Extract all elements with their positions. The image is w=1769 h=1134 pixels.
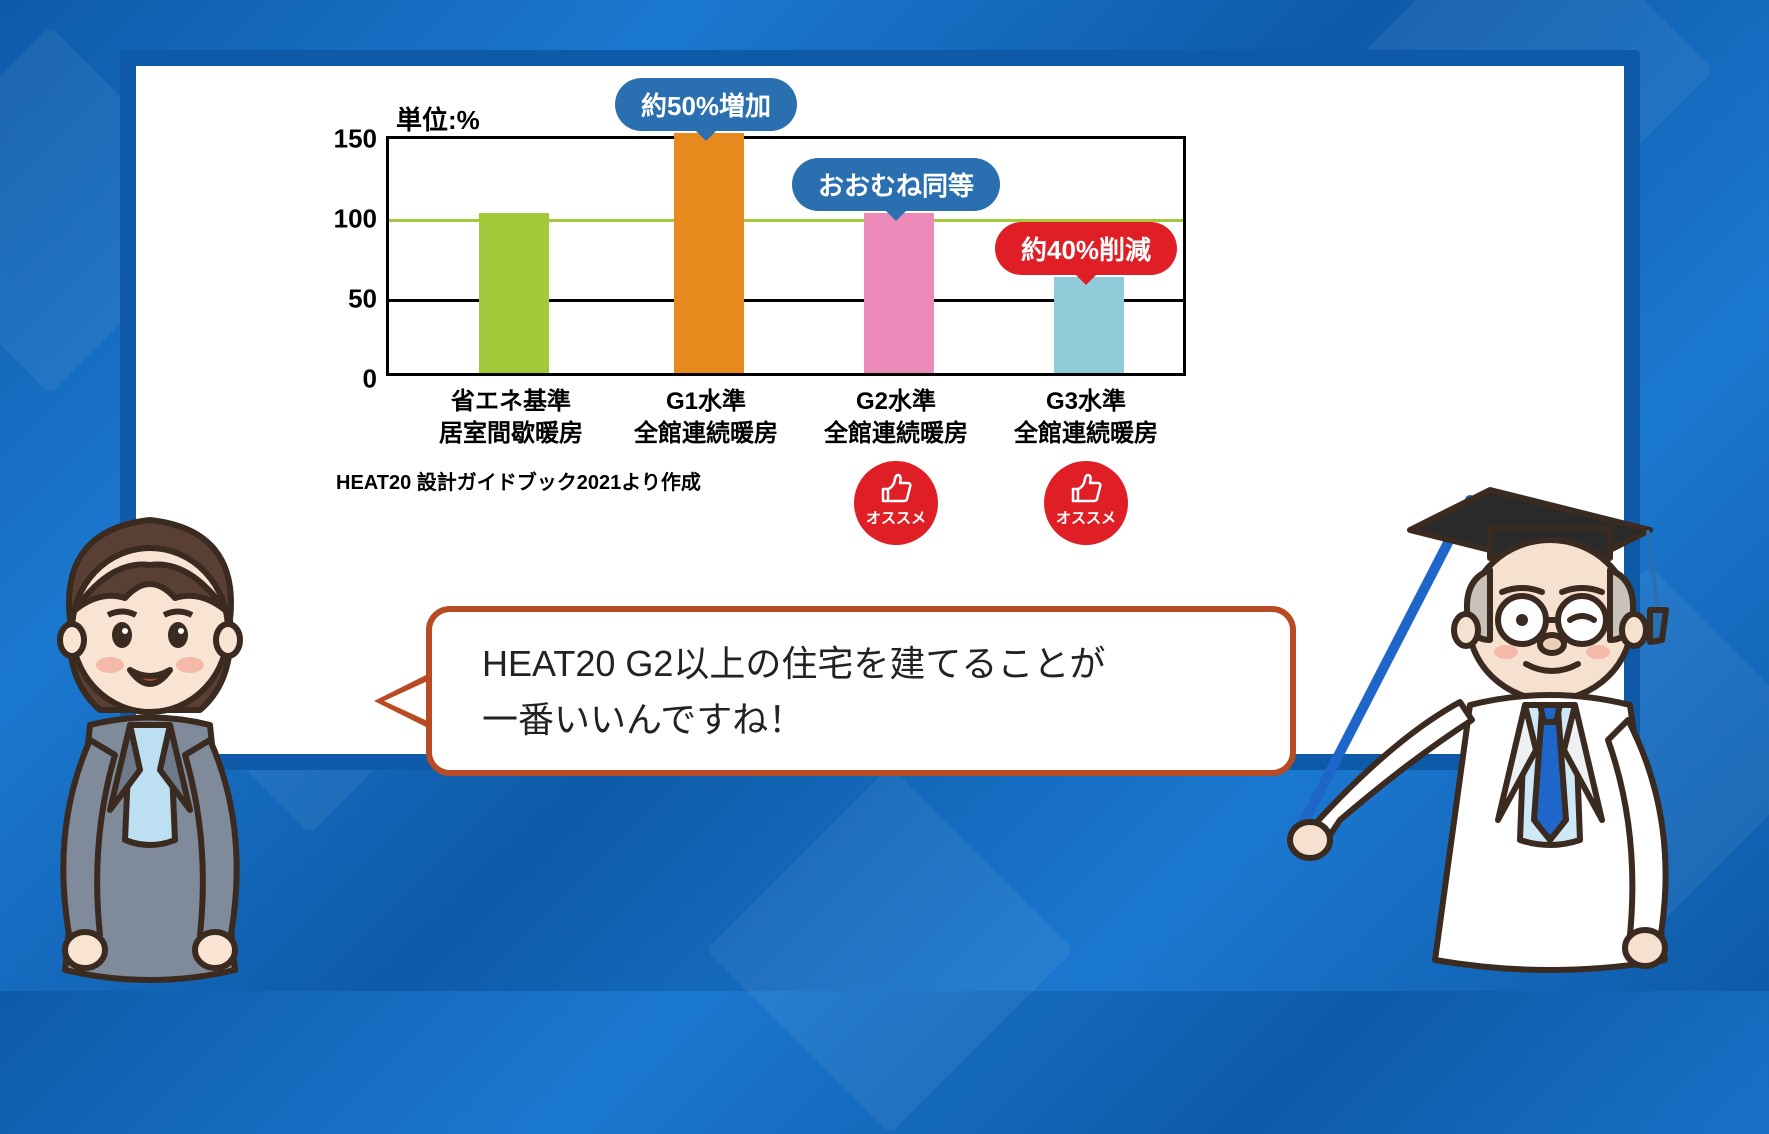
character-professor	[1210, 420, 1769, 1000]
x-category-0-line1: 省エネ基準	[411, 386, 611, 418]
recommend-label-0: オススメ	[854, 507, 938, 528]
ytick-150: 150	[309, 124, 389, 155]
speech-line-2: 一番いいんですね！	[482, 692, 1240, 748]
chart-source: HEAT20 設計ガイドブック2021より作成	[336, 466, 701, 495]
ytick-0: 0	[309, 364, 389, 395]
x-category-2: G2水準全館連続暖房	[796, 386, 996, 451]
x-category-3-line2: 全館連続暖房	[986, 418, 1186, 450]
thumbs-up-icon	[876, 469, 916, 509]
x-category-2-line2: 全館連続暖房	[796, 418, 996, 450]
x-category-1: G1水準全館連続暖房	[606, 386, 806, 451]
ytick-50: 50	[309, 284, 389, 315]
thumbs-up-icon	[1066, 469, 1106, 509]
x-category-0-line2: 居室間歇暖房	[411, 418, 611, 450]
x-category-3: G3水準全館連続暖房	[986, 386, 1186, 451]
y-unit-label: 単位:%	[396, 100, 480, 137]
speech-tail	[374, 671, 434, 731]
x-category-2-line1: G2水準	[796, 386, 996, 418]
bar-2	[864, 213, 934, 373]
character-woman	[0, 470, 300, 1010]
speech-bubble: HEAT20 G2以上の住宅を建てることが 一番いいんですね！	[426, 606, 1296, 776]
recommend-badge-1: オススメ	[1044, 461, 1128, 545]
bar-0	[479, 213, 549, 373]
ytick-100: 100	[309, 204, 389, 235]
callout-0: 約50%増加	[615, 78, 797, 131]
callout-2: 約40%削減	[995, 222, 1177, 275]
x-category-1-line2: 全館連続暖房	[606, 418, 806, 450]
x-category-3-line1: G3水準	[986, 386, 1186, 418]
recommend-badge-0: オススメ	[854, 461, 938, 545]
recommend-label-1: オススメ	[1044, 507, 1128, 528]
callout-1: おおむね同等	[792, 158, 1000, 211]
bar-1	[674, 133, 744, 373]
x-category-0: 省エネ基準居室間歇暖房	[411, 386, 611, 451]
speech-line-1: HEAT20 G2以上の住宅を建てることが	[482, 636, 1240, 692]
x-category-1-line1: G1水準	[606, 386, 806, 418]
